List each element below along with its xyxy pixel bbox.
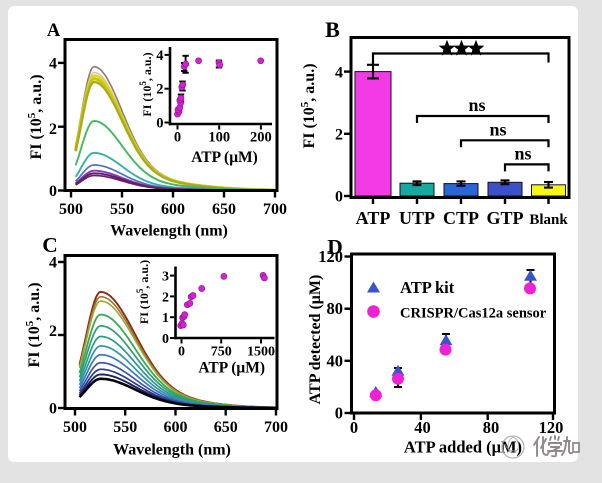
- svg-text:ns: ns: [468, 95, 485, 115]
- svg-text:80: 80: [327, 299, 344, 318]
- svg-text:3: 3: [162, 270, 169, 285]
- svg-text:120: 120: [318, 247, 343, 266]
- svg-text:0: 0: [335, 189, 343, 206]
- svg-text:Wavelength (nm): Wavelength (nm): [113, 442, 231, 459]
- svg-text:600: 600: [164, 419, 188, 436]
- svg-text:FI (105, a.u.): FI (105, a.u.): [299, 63, 318, 148]
- svg-text:80: 80: [483, 418, 500, 437]
- svg-text:1: 1: [162, 311, 169, 326]
- svg-text:ns: ns: [489, 119, 506, 139]
- svg-text:UTP: UTP: [399, 208, 435, 228]
- svg-text:0: 0: [49, 401, 57, 418]
- svg-text:B: B: [325, 17, 340, 42]
- svg-text:2: 2: [162, 290, 169, 305]
- svg-text:FI (105, a.u.): FI (105, a.u.): [24, 282, 43, 367]
- svg-text:ATP (μM): ATP (μM): [191, 149, 258, 166]
- svg-text:0: 0: [174, 130, 181, 146]
- svg-text:40: 40: [414, 418, 431, 437]
- svg-text:2: 2: [49, 323, 57, 340]
- svg-text:100: 100: [208, 130, 230, 146]
- svg-text:0: 0: [350, 418, 358, 437]
- svg-text:120: 120: [539, 418, 564, 437]
- svg-text:40: 40: [327, 351, 344, 370]
- svg-text:700: 700: [264, 419, 288, 436]
- svg-text:2: 2: [156, 82, 163, 98]
- svg-text:2: 2: [335, 127, 343, 144]
- svg-text:650: 650: [212, 201, 236, 218]
- svg-text:4: 4: [49, 255, 57, 272]
- svg-text:0: 0: [49, 183, 57, 200]
- svg-text:ATP detected (μM): ATP detected (μM): [307, 275, 324, 405]
- svg-text:FI (105, a.u.): FI (105, a.u.): [138, 52, 154, 116]
- svg-text:ATP kit: ATP kit: [400, 278, 455, 297]
- svg-text:700: 700: [263, 201, 287, 218]
- svg-text:Blank: Blank: [529, 212, 568, 228]
- svg-text:0: 0: [178, 345, 185, 360]
- svg-text:650: 650: [214, 419, 238, 436]
- svg-text:C: C: [42, 233, 58, 257]
- svg-text:ATP (μM): ATP (μM): [198, 360, 265, 377]
- svg-text:200: 200: [250, 130, 272, 146]
- svg-text:ns: ns: [514, 143, 531, 163]
- svg-text:2: 2: [49, 121, 57, 138]
- svg-text:0: 0: [335, 404, 343, 423]
- svg-text:600: 600: [161, 201, 185, 218]
- svg-text:4: 4: [156, 48, 163, 64]
- svg-text:550: 550: [113, 419, 137, 436]
- svg-text:0: 0: [162, 332, 169, 347]
- svg-text:500: 500: [59, 201, 83, 218]
- svg-text:750: 750: [211, 345, 232, 360]
- svg-text:ATP: ATP: [356, 208, 391, 228]
- svg-text:ATP added (μM): ATP added (μM): [404, 438, 522, 457]
- svg-text:A: A: [47, 21, 61, 41]
- svg-text:CTP: CTP: [443, 208, 479, 228]
- svg-text:4: 4: [49, 56, 57, 73]
- svg-text:0: 0: [156, 116, 163, 132]
- svg-text:FI (105, a.u.): FI (105, a.u.): [135, 260, 151, 324]
- svg-text:GTP: GTP: [486, 208, 523, 228]
- svg-text:500: 500: [63, 419, 87, 436]
- svg-text:1500: 1500: [247, 345, 275, 360]
- svg-text:CRISPR/Cas12a sensor: CRISPR/Cas12a sensor: [400, 306, 547, 322]
- svg-text:4: 4: [335, 65, 343, 82]
- svg-text:Wavelength (nm): Wavelength (nm): [110, 223, 228, 240]
- svg-text:550: 550: [110, 201, 134, 218]
- svg-text:FI (105, a.u.): FI (105, a.u.): [26, 74, 45, 159]
- svg-text:D: D: [327, 235, 343, 259]
